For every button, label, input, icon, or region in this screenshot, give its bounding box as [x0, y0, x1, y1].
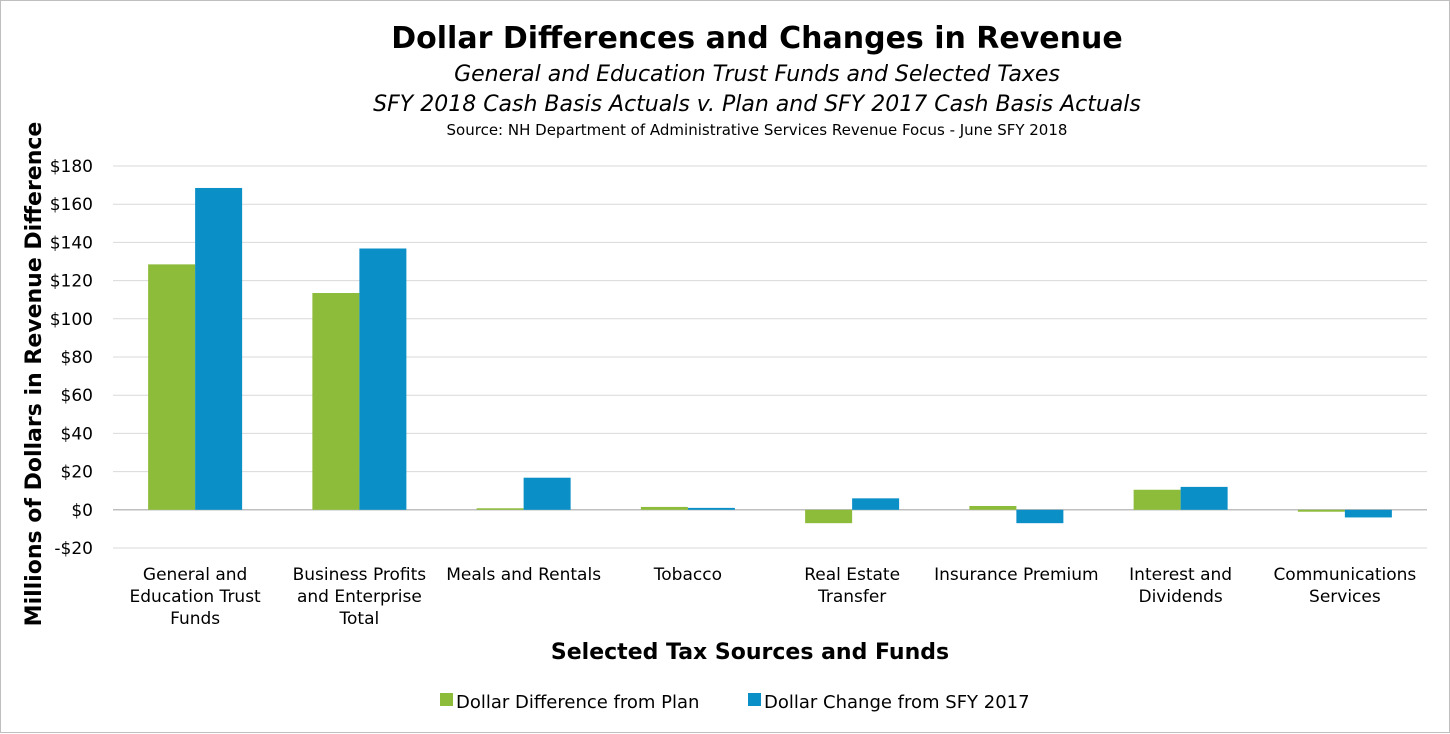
y-tick-label-4: $60	[61, 386, 93, 406]
x-category-label-2: Meals and Rentals	[446, 565, 601, 585]
y-tick-label-8: $140	[50, 233, 93, 253]
x-category-label-3: Tobacco	[653, 565, 722, 585]
y-axis-ticks: -$20 $0 $20 $40 $60 $80 $100 $120 $140 $160 $180	[50, 157, 93, 559]
bar-series1-cat6	[1180, 486, 1228, 510]
x-category-label-3-line-0: Tobacco	[653, 565, 722, 585]
gridlines	[113, 165, 1427, 549]
chart-source: Source: NH Department of Administrative …	[447, 121, 1068, 139]
bar-series0-cat6	[1133, 489, 1181, 510]
y-tick-label-2: $20	[61, 463, 93, 483]
x-category-label-6-line-0: Interest and	[1129, 565, 1232, 585]
x-category-label-1: Business Profits and Enterprise Total	[293, 565, 427, 629]
legend-swatch-sfy2017	[748, 693, 761, 706]
y-tick-label-6: $100	[50, 310, 93, 330]
x-category-label-5-line-0: Insurance Premium	[934, 565, 1098, 585]
y-tick-label-5: $80	[61, 348, 93, 368]
x-category-label-6: Interest and Dividends	[1129, 565, 1232, 607]
legend-label-plan: Dollar Difference from Plan	[456, 692, 699, 713]
x-category-label-1-line-2: Total	[339, 609, 380, 629]
bar-series0-cat3	[640, 506, 688, 510]
x-category-label-0: General and Education Trust Funds	[130, 565, 262, 629]
bar-series0-cat1	[312, 293, 360, 510]
bar-series0-cat0	[148, 264, 196, 510]
legend: Dollar Difference from Plan Dollar Chang…	[440, 692, 1030, 713]
x-axis-categories: General and Education Trust Funds Business …	[130, 565, 1417, 629]
y-tick-label-7: $120	[50, 272, 93, 292]
y-tick-label-3: $40	[61, 424, 93, 444]
legend-label-sfy2017: Dollar Change from SFY 2017	[764, 692, 1030, 713]
x-category-label-1-line-1: and Enterprise	[297, 587, 422, 607]
x-category-label-1-line-0: Business Profits	[293, 565, 427, 585]
x-category-label-4: Real Estate Transfer	[804, 565, 900, 607]
x-category-label-6-line-1: Dividends	[1138, 587, 1222, 607]
x-category-label-0-line-2: Funds	[170, 609, 220, 629]
x-category-label-7-line-0: Communications	[1273, 565, 1416, 585]
bar-series1-cat7	[1344, 509, 1392, 518]
y-tick-label-10: $180	[50, 157, 93, 177]
x-axis-title: Selected Tax Sources and Funds	[551, 640, 949, 665]
y-tick-label-1: $0	[71, 501, 93, 521]
x-category-label-0-line-1: Education Trust	[130, 587, 262, 607]
bar-series1-cat0	[195, 187, 243, 510]
y-axis-title: Millions of Dollars in Revenue Differenc…	[22, 122, 47, 627]
bar-series1-cat3	[687, 507, 735, 510]
bar-series1-cat4	[852, 498, 900, 510]
bar-series1-cat5	[1016, 509, 1064, 524]
bar-series0-cat4	[805, 509, 853, 524]
bar-series0-cat7	[1297, 509, 1345, 512]
x-category-label-2-line-0: Meals and Rentals	[446, 565, 601, 585]
y-tick-label-0: -$20	[54, 539, 93, 559]
legend-swatch-plan	[440, 693, 453, 706]
bar-series0-cat5	[969, 505, 1017, 510]
x-category-label-7-line-1: Services	[1309, 587, 1381, 607]
x-category-label-4-line-0: Real Estate	[804, 565, 900, 585]
x-category-label-7: Communications Services	[1273, 565, 1416, 607]
chart-subtitle-line-2: SFY 2018 Cash Basis Actuals v. Plan and …	[373, 92, 1141, 117]
bar-series1-cat1	[359, 248, 407, 510]
bar-series0-cat2	[476, 508, 524, 510]
x-category-label-4-line-1: Transfer	[817, 587, 886, 607]
x-category-label-5: Insurance Premium	[934, 565, 1098, 585]
chart-subtitle-line-1: General and Education Trust Funds and Se…	[454, 62, 1060, 87]
bars	[148, 187, 1392, 524]
x-category-label-0-line-0: General and	[143, 565, 247, 585]
y-tick-label-9: $160	[50, 195, 93, 215]
bar-series1-cat2	[523, 477, 571, 510]
chart-title: Dollar Differences and Changes in Revenu…	[391, 21, 1122, 56]
